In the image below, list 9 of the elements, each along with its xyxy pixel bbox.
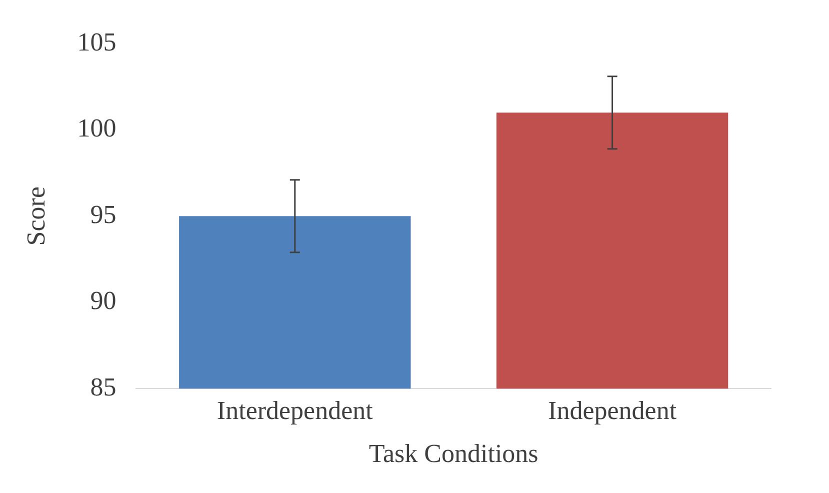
y-tick-label: 90 bbox=[90, 286, 116, 316]
y-tick-label: 85 bbox=[90, 372, 116, 402]
y-tick-label: 100 bbox=[77, 114, 116, 143]
x-tick-label: Independent bbox=[548, 396, 678, 426]
y-tick-label: 95 bbox=[90, 200, 116, 229]
y-tick-label: 105 bbox=[77, 27, 116, 56]
x-tick-label: Interdependent bbox=[216, 396, 374, 426]
x-axis-title: Task Conditions bbox=[368, 439, 538, 468]
y-axis-title: Score bbox=[21, 186, 50, 246]
